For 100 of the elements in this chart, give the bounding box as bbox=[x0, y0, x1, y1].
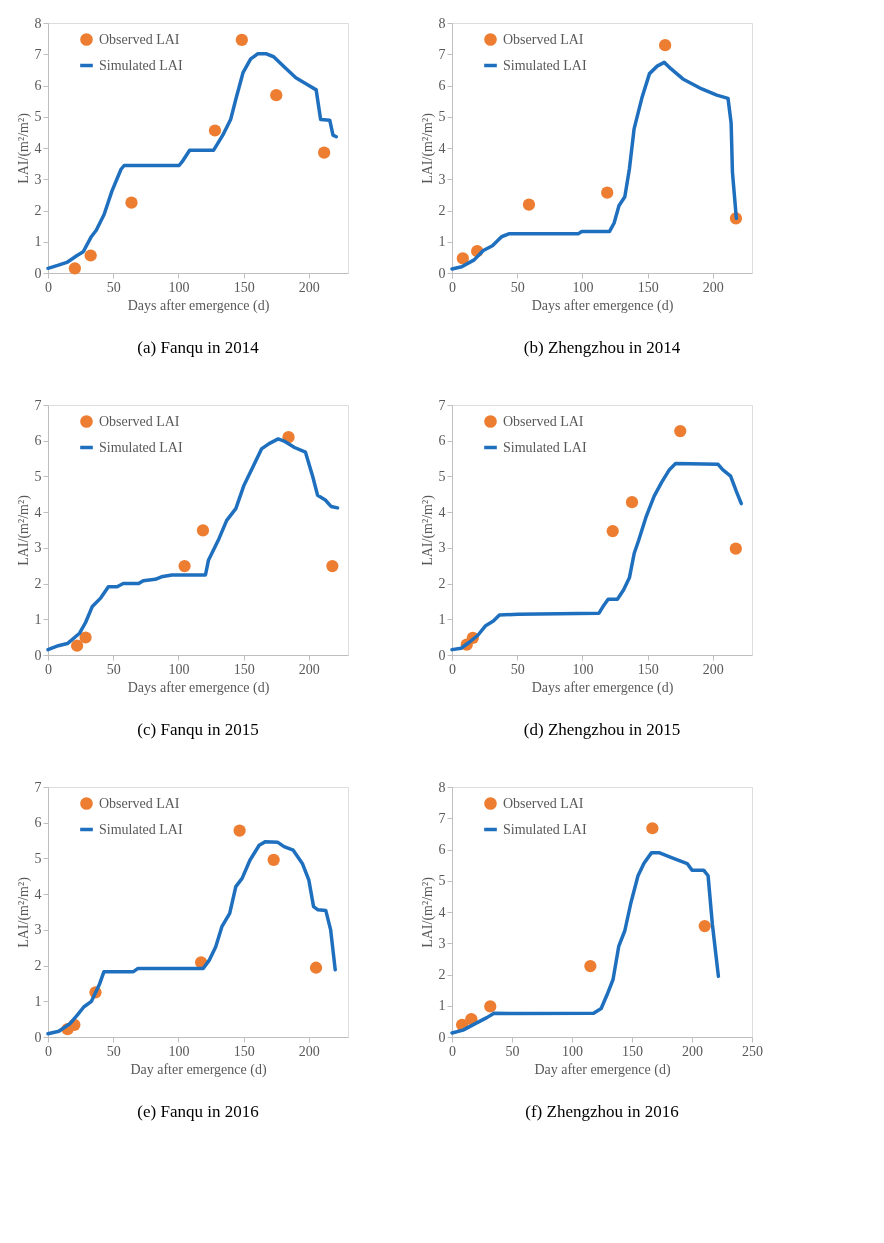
point bbox=[125, 196, 138, 209]
y-tick-label: 1 bbox=[438, 234, 446, 250]
legend-label: Observed LAI bbox=[503, 413, 584, 429]
point bbox=[235, 33, 248, 46]
legend-label: Simulated LAI bbox=[503, 821, 587, 837]
x-tick-label: 150 bbox=[637, 279, 659, 295]
x-tick-label: 0 bbox=[45, 279, 52, 295]
text: (b) Zhengzhou in 2014 bbox=[523, 338, 681, 357]
y-tick-label: 5 bbox=[438, 468, 446, 484]
legend-label: Simulated LAI bbox=[503, 439, 587, 455]
point bbox=[698, 919, 711, 933]
y-tick-label: 5 bbox=[34, 468, 42, 484]
x-tick-label: 200 bbox=[298, 279, 320, 295]
y-tick-label: 4 bbox=[438, 140, 446, 156]
y-tick-label: 7 bbox=[438, 46, 446, 62]
line-series bbox=[46, 839, 337, 1036]
x-axis-title: Days after emergence (d) bbox=[531, 679, 674, 696]
y-tick-label: 8 bbox=[438, 779, 446, 795]
y-tick-label: 4 bbox=[34, 140, 42, 156]
y-tick-label: 0 bbox=[438, 647, 446, 663]
legend-label: Observed LAI bbox=[503, 31, 584, 47]
y-axis-title: LAI/(m²/m²) bbox=[15, 494, 32, 566]
y-tick-label: 3 bbox=[34, 922, 42, 938]
y-tick-label: 5 bbox=[438, 873, 446, 889]
y-tick-label: 8 bbox=[438, 15, 446, 31]
x-tick-label: 100 bbox=[572, 661, 594, 677]
y-tick-label: 0 bbox=[34, 647, 42, 663]
point bbox=[522, 198, 536, 211]
y-tick-label: 1 bbox=[34, 234, 42, 250]
point bbox=[84, 249, 97, 262]
y-tick-label: 2 bbox=[34, 576, 42, 592]
x-tick-label: 50 bbox=[510, 279, 525, 295]
y-axis-title: LAI/(m²/m²) bbox=[15, 112, 32, 184]
x-tick-label: 0 bbox=[449, 1043, 456, 1059]
y-tick-label: 1 bbox=[438, 611, 446, 627]
x-tick-label: 200 bbox=[702, 661, 724, 677]
point bbox=[233, 824, 246, 837]
y-tick-label: 2 bbox=[438, 203, 446, 218]
y-tick-label: 7 bbox=[34, 397, 42, 413]
line-series bbox=[450, 461, 744, 652]
point bbox=[196, 524, 210, 537]
y-tick-label: 7 bbox=[438, 810, 446, 826]
x-tick-label: 150 bbox=[622, 1043, 643, 1059]
point bbox=[584, 959, 597, 973]
y-tick-label: 4 bbox=[438, 504, 446, 520]
legend-label: Observed LAI bbox=[99, 31, 180, 47]
point bbox=[68, 262, 81, 275]
legend-label: Simulated LAI bbox=[99, 439, 183, 455]
x-tick-label: 50 bbox=[505, 1043, 520, 1059]
legend-label: Simulated LAI bbox=[99, 57, 183, 73]
y-tick-label: 8 bbox=[34, 15, 42, 31]
x-tick-label: 250 bbox=[742, 1043, 763, 1059]
y-tick-label: 5 bbox=[34, 850, 42, 866]
x-tick-label: 50 bbox=[106, 661, 121, 677]
y-tick-label: 7 bbox=[438, 397, 446, 413]
point bbox=[318, 146, 331, 159]
x-tick-label: 0 bbox=[449, 661, 456, 677]
x-axis-title: Days after emergence (d) bbox=[127, 679, 270, 696]
y-tick-label: 6 bbox=[34, 78, 42, 93]
line-series bbox=[450, 850, 721, 1035]
y-tick-label: 7 bbox=[34, 46, 42, 62]
y-tick-label: 1 bbox=[34, 611, 42, 627]
y-tick-label: 0 bbox=[34, 265, 42, 281]
point bbox=[601, 186, 614, 199]
y-tick-label: 4 bbox=[34, 886, 42, 902]
text: (c) Fanqu in 2015 bbox=[137, 720, 259, 739]
y-tick-label: 1 bbox=[34, 993, 42, 1009]
point bbox=[484, 1000, 497, 1013]
y-tick-label: 3 bbox=[438, 540, 446, 556]
y-tick-label: 3 bbox=[34, 171, 42, 187]
y-tick-label: 3 bbox=[438, 171, 446, 187]
x-tick-label: 0 bbox=[449, 279, 456, 295]
point bbox=[456, 252, 469, 265]
x-tick-label: 50 bbox=[106, 1043, 121, 1059]
y-tick-label: 0 bbox=[34, 1029, 42, 1045]
y-tick-label: 0 bbox=[438, 1029, 446, 1045]
point bbox=[674, 424, 687, 438]
x-axis-title: Days after emergence (d) bbox=[127, 297, 270, 314]
point bbox=[267, 853, 280, 866]
legend-label: Observed LAI bbox=[503, 795, 584, 811]
x-tick-label: 200 bbox=[702, 279, 724, 295]
y-tick-label: 5 bbox=[34, 109, 42, 125]
x-tick-label: 100 bbox=[168, 661, 190, 677]
x-tick-label: 200 bbox=[298, 1043, 320, 1059]
y-tick-label: 2 bbox=[34, 203, 42, 218]
x-tick-label: 200 bbox=[682, 1043, 703, 1059]
text: (d) Zhengzhou in 2015 bbox=[523, 720, 681, 739]
legend-label: Simulated LAI bbox=[503, 57, 587, 73]
y-tick-label: 1 bbox=[438, 998, 446, 1014]
point bbox=[178, 559, 191, 573]
x-tick-label: 100 bbox=[168, 1043, 190, 1059]
x-tick-label: 100 bbox=[562, 1043, 583, 1059]
y-axis-title: LAI/(m²/m²) bbox=[419, 876, 436, 948]
y-tick-label: 4 bbox=[34, 504, 42, 520]
y-tick-label: 4 bbox=[438, 904, 446, 920]
x-axis-title: Days after emergence (d) bbox=[531, 297, 674, 314]
text: (a) Fanqu in 2014 bbox=[137, 338, 260, 357]
point bbox=[606, 524, 619, 538]
x-tick-label: 50 bbox=[510, 661, 525, 677]
y-tick-label: 2 bbox=[438, 967, 446, 982]
